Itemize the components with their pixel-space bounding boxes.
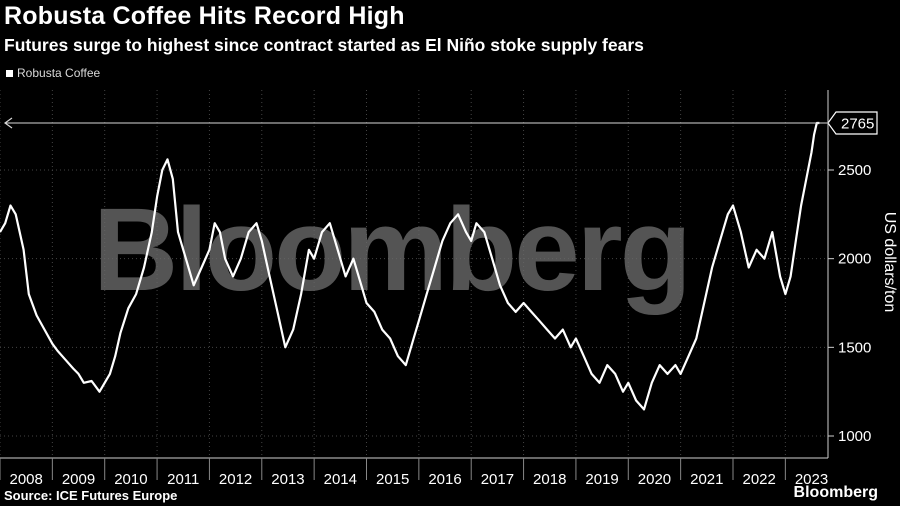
y-axis: 1000 1500 2000 2500 <box>827 90 871 458</box>
x-tick-label: 2022 <box>742 471 775 488</box>
y-tick-label: 1500 <box>838 339 871 356</box>
x-tick-label: 2021 <box>690 471 723 488</box>
y-axis-label: US dollars/ton <box>881 211 898 313</box>
x-tick-label: 2010 <box>114 471 147 488</box>
y-tick-label: 1000 <box>838 428 871 445</box>
x-tick-label: 2019 <box>585 471 618 488</box>
x-tick-label: 2018 <box>533 471 566 488</box>
x-tick-label: 2016 <box>428 471 461 488</box>
y-tick-label: 2000 <box>838 251 871 268</box>
x-tick-label: 2011 <box>167 471 199 488</box>
series-group <box>0 121 820 411</box>
x-tick-label: 2008 <box>9 471 42 488</box>
legend-entry-robusta: Robusta Coffee <box>17 66 101 80</box>
record-reference: 2765 <box>3 111 878 135</box>
y-tick-label: 2500 <box>838 162 871 179</box>
left-arrow-icon <box>3 117 13 129</box>
bloomberg-logo: Bloomberg <box>793 484 878 501</box>
record-label: 2765 <box>841 116 874 133</box>
x-tick-label: 2012 <box>219 471 252 488</box>
series-line-robusta <box>0 121 820 411</box>
legend: Robusta Coffee <box>6 66 100 80</box>
x-tick-label: 2015 <box>376 471 409 488</box>
x-tick-label: 2014 <box>324 471 357 488</box>
x-tick-label: 2020 <box>638 471 671 488</box>
x-axis: 2008 2009 2010 2011 2012 2013 2014 2015 2016 2017… <box>0 457 828 488</box>
chart-subtitle: Futures surge to highest since contract … <box>4 35 644 55</box>
source-note: Source: ICE Futures Europe <box>4 488 178 503</box>
bloomberg-watermark: Bloomberg <box>93 184 689 316</box>
x-tick-label: 2013 <box>271 471 304 488</box>
x-tick-label: 2017 <box>481 471 514 488</box>
x-tick-label: 2009 <box>62 471 95 488</box>
x-tick-label: 2023 <box>795 471 828 488</box>
record-label-box <box>827 111 878 135</box>
grid-lines <box>0 90 828 458</box>
legend-swatch <box>6 69 13 77</box>
chart-title: Robusta Coffee Hits Record High <box>4 2 405 30</box>
